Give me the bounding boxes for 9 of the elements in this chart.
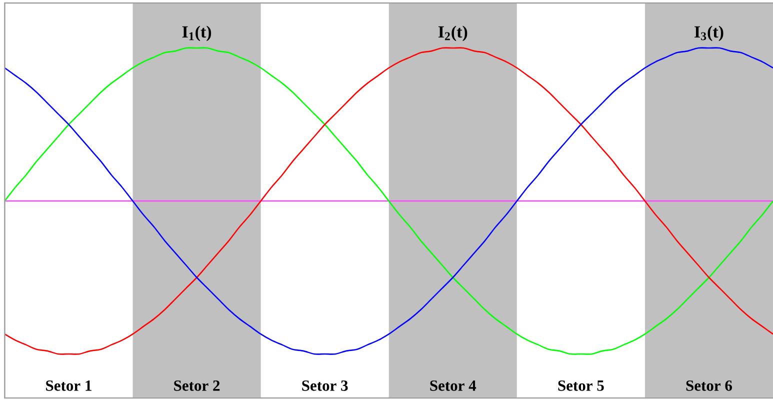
- text: Setor 3: [302, 380, 348, 391]
- series-label: I$_{1}$(t): [182, 26, 212, 42]
- series-label: I$_{2}$(t): [438, 26, 468, 42]
- text: Setor 4: [430, 380, 476, 391]
- text: Setor 2: [174, 380, 220, 391]
- text: Setor 5: [558, 380, 604, 391]
- series-label: I$_{3}$(t): [694, 26, 724, 42]
- text: Setor 1: [46, 380, 92, 391]
- text: Setor 6: [686, 380, 732, 391]
